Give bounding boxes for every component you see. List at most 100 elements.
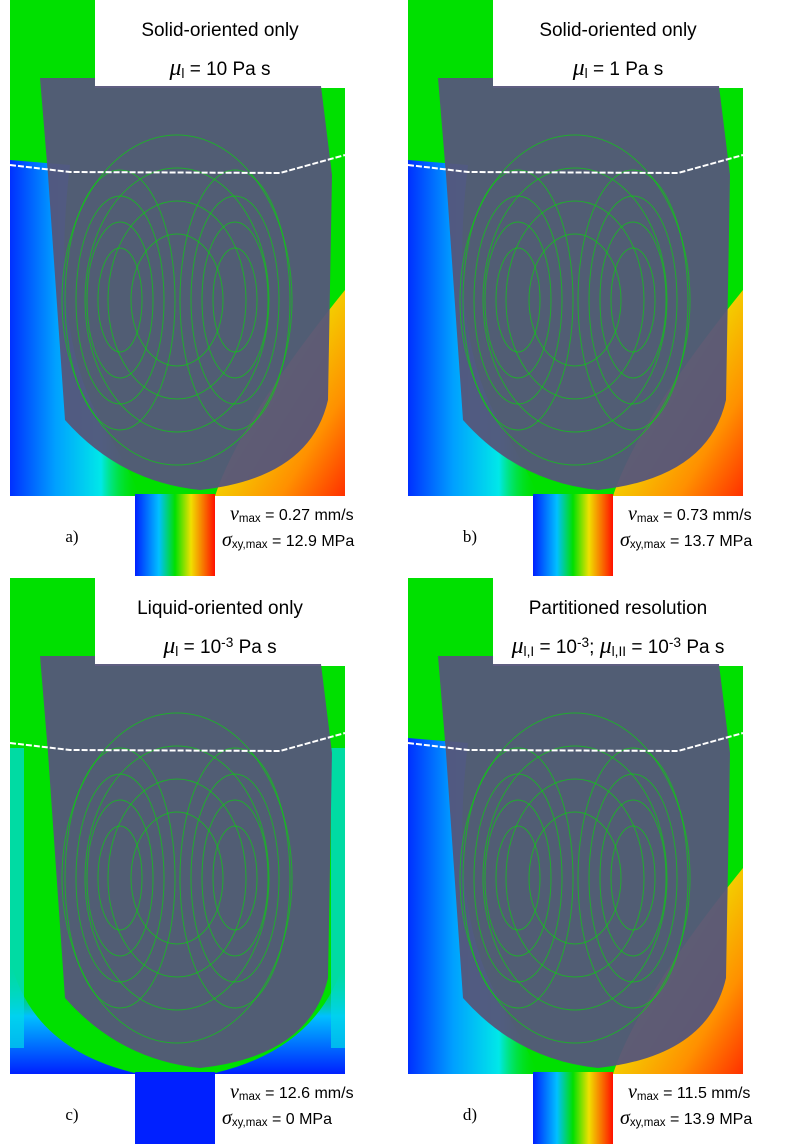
- streamline: [528, 811, 622, 945]
- streamline: [505, 200, 645, 400]
- text-run: = 0.73 mm/s: [659, 507, 752, 524]
- title-box: [493, 0, 743, 86]
- cold-zone: [408, 738, 538, 1074]
- text-run: σ: [620, 529, 631, 551]
- cold-zone: [10, 160, 140, 496]
- text-run: μ: [511, 633, 524, 659]
- streamline: [64, 169, 176, 431]
- text-run: μ: [162, 633, 175, 659]
- text-run: σ: [620, 1107, 631, 1129]
- streamline: [86, 799, 154, 957]
- sigma-label: σxy,max = 12.9 MPa: [222, 529, 354, 551]
- outlet: [135, 1072, 215, 1144]
- sigma-label: σxy,max = 13.7 MPa: [620, 529, 752, 551]
- text-run: -3: [221, 635, 233, 650]
- streamline: [179, 169, 291, 431]
- title-box: [493, 578, 743, 664]
- text-run: max: [239, 513, 261, 525]
- streamline: [61, 134, 293, 466]
- text-run: xy,max: [232, 539, 268, 551]
- title-box: [95, 0, 345, 86]
- text-run: = 11.5 mm/s: [659, 1085, 751, 1102]
- title-box: [95, 578, 345, 664]
- text-run: = 10 Pa s: [184, 59, 270, 80]
- streamline: [599, 799, 667, 957]
- text-run: = 0 MPa: [268, 1111, 333, 1128]
- text-run: l: [175, 644, 178, 659]
- velocity-field: [40, 656, 332, 1068]
- text-run: l: [585, 66, 588, 81]
- streamline: [495, 825, 541, 931]
- streamline: [484, 221, 552, 379]
- panel-title: Partitioned resolution: [529, 598, 708, 619]
- vmax-label: vmax = 11.5 mm/s: [628, 1081, 750, 1103]
- text-run: μ: [572, 55, 585, 81]
- streamline: [462, 747, 574, 1009]
- streamline: [84, 167, 270, 433]
- inlet-column: [408, 578, 493, 670]
- outlet: [135, 494, 215, 576]
- velocity-field: [40, 78, 332, 490]
- text-run: σ: [222, 529, 233, 551]
- text-run: μ: [168, 55, 181, 81]
- text-run: = 12.6 mm/s: [261, 1085, 354, 1102]
- streamline: [64, 747, 176, 1009]
- text-run: max: [637, 513, 659, 525]
- streamline: [86, 221, 154, 379]
- panel: Liquid-oriented only μl = 10-3 Pa s vmax =…: [9, 578, 354, 1144]
- vmax-label: vmax = 0.73 mm/s: [628, 503, 752, 525]
- viscosity-label: μl = 10-3 Pa s: [162, 633, 276, 659]
- streamline: [462, 169, 574, 431]
- cold-zone: [10, 958, 345, 1074]
- text-run: = 13.9 MPa: [666, 1111, 753, 1128]
- streamline: [179, 747, 291, 1009]
- streamline: [84, 745, 270, 1011]
- panel: Solid-oriented only μl = 1 Pa s vmax = 0.7…: [407, 0, 752, 576]
- text-run: ;: [589, 637, 600, 658]
- streamline: [97, 247, 143, 353]
- streamline: [190, 773, 280, 983]
- streamline: [484, 799, 552, 957]
- inlet-column: [408, 0, 493, 92]
- streamline: [190, 195, 280, 405]
- streamline: [482, 167, 668, 433]
- cold-zone: [408, 160, 538, 496]
- sigma-label: σxy,max = 13.9 MPa: [620, 1107, 752, 1129]
- outlet: [533, 1072, 613, 1144]
- streamline: [107, 200, 247, 400]
- streamline: [212, 825, 258, 931]
- vmax-label: vmax = 0.27 mm/s: [230, 503, 354, 525]
- inlet-column: [10, 0, 95, 92]
- velocity-field: [438, 656, 730, 1068]
- streamline: [459, 134, 691, 466]
- streamline: [107, 778, 247, 978]
- streamline: [505, 778, 645, 978]
- text-run: xy,max: [232, 1117, 268, 1129]
- streamline: [588, 773, 678, 983]
- free-surface: [407, 732, 744, 753]
- streamline: [610, 825, 656, 931]
- panel-label: d): [463, 1105, 477, 1124]
- panel: Solid-oriented only μl = 10 Pa s vmax = 0.…: [9, 0, 354, 576]
- panel-title: Solid-oriented only: [539, 20, 697, 41]
- text-run: = 10: [626, 637, 669, 658]
- streamline: [577, 747, 689, 1009]
- text-run: Pa s: [681, 637, 724, 658]
- free-surface: [407, 154, 744, 175]
- text-run: = 10: [534, 637, 577, 658]
- viscosity-label: μl = 10 Pa s: [168, 55, 270, 81]
- text-run: l,I: [524, 644, 535, 659]
- streamline: [588, 195, 678, 405]
- text-run: σ: [222, 1107, 233, 1129]
- free-surface: [9, 154, 346, 175]
- text-run: max: [637, 1091, 659, 1103]
- text-run: = 12.9 MPa: [268, 533, 355, 550]
- text-run: -3: [669, 635, 681, 650]
- free-surface: [9, 732, 346, 753]
- vmax-label: vmax = 12.6 mm/s: [230, 1081, 354, 1103]
- text-run: = 0.27 mm/s: [261, 507, 354, 524]
- velocity-field: [438, 78, 730, 490]
- text-run: l,II: [612, 644, 626, 659]
